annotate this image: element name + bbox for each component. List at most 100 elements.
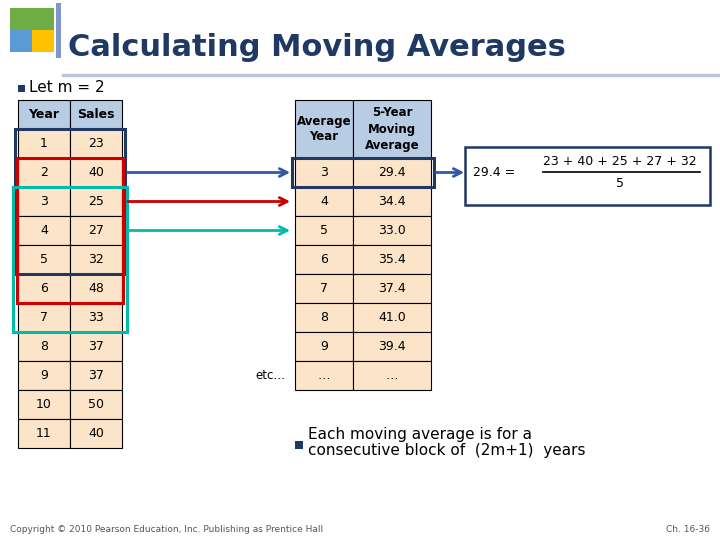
Text: 39.4: 39.4 bbox=[378, 340, 406, 353]
Text: 3: 3 bbox=[320, 166, 328, 179]
Bar bbox=[70, 129, 122, 158]
Bar bbox=[18, 158, 70, 187]
Text: Ch. 16-36: Ch. 16-36 bbox=[666, 525, 710, 534]
Text: 37: 37 bbox=[88, 369, 104, 382]
Text: 35.4: 35.4 bbox=[378, 253, 406, 266]
Text: 7: 7 bbox=[320, 282, 328, 295]
Bar bbox=[353, 245, 431, 274]
Text: 4: 4 bbox=[40, 224, 48, 237]
Text: 10: 10 bbox=[36, 398, 52, 411]
Bar bbox=[353, 158, 431, 187]
Bar bbox=[56, 3, 61, 58]
Text: Copyright © 2010 Pearson Education, Inc. Publishing as Prentice Hall: Copyright © 2010 Pearson Education, Inc.… bbox=[10, 525, 323, 534]
Text: 37.4: 37.4 bbox=[378, 282, 406, 295]
Text: 23: 23 bbox=[88, 137, 104, 150]
Text: Each moving average is for a: Each moving average is for a bbox=[308, 427, 532, 442]
Text: 50: 50 bbox=[88, 398, 104, 411]
Bar bbox=[353, 332, 431, 361]
Bar bbox=[353, 187, 431, 216]
Bar bbox=[292, 158, 434, 187]
Bar bbox=[70, 245, 122, 274]
Bar bbox=[70, 419, 122, 448]
Bar bbox=[15, 129, 125, 274]
Bar bbox=[295, 303, 353, 332]
Text: 33.0: 33.0 bbox=[378, 224, 406, 237]
Bar bbox=[295, 187, 353, 216]
Text: Sales: Sales bbox=[77, 108, 114, 121]
Bar bbox=[70, 390, 122, 419]
Text: 5: 5 bbox=[40, 253, 48, 266]
Text: Let m = 2: Let m = 2 bbox=[29, 80, 104, 96]
Text: 8: 8 bbox=[40, 340, 48, 353]
Text: 5-Year
Moving
Average: 5-Year Moving Average bbox=[365, 106, 419, 152]
Text: consecutive block of  (2m+1)  years: consecutive block of (2m+1) years bbox=[308, 442, 585, 457]
Bar bbox=[70, 303, 122, 332]
Bar bbox=[353, 274, 431, 303]
Text: 7: 7 bbox=[40, 311, 48, 324]
Bar bbox=[18, 129, 70, 158]
Bar bbox=[295, 332, 353, 361]
Bar bbox=[353, 303, 431, 332]
Text: 27: 27 bbox=[88, 224, 104, 237]
Bar bbox=[295, 441, 303, 449]
Bar bbox=[295, 158, 353, 187]
Bar bbox=[70, 216, 122, 245]
Text: 4: 4 bbox=[320, 195, 328, 208]
Text: 33: 33 bbox=[88, 311, 104, 324]
Bar bbox=[32, 8, 54, 30]
Bar bbox=[295, 100, 353, 158]
Bar bbox=[18, 390, 70, 419]
Text: 5: 5 bbox=[320, 224, 328, 237]
Bar bbox=[295, 274, 353, 303]
Bar bbox=[295, 361, 353, 390]
Bar bbox=[465, 146, 710, 205]
Bar bbox=[295, 216, 353, 245]
Bar bbox=[70, 187, 122, 216]
Text: 32: 32 bbox=[88, 253, 104, 266]
Bar bbox=[295, 245, 353, 274]
Text: …: … bbox=[386, 369, 398, 382]
Bar bbox=[32, 30, 54, 52]
Bar bbox=[70, 332, 122, 361]
Text: 29.4 =: 29.4 = bbox=[473, 166, 516, 179]
Text: 5: 5 bbox=[616, 177, 624, 190]
Text: Average
Year: Average Year bbox=[297, 114, 351, 144]
Text: 6: 6 bbox=[320, 253, 328, 266]
Text: 8: 8 bbox=[320, 311, 328, 324]
Bar bbox=[18, 274, 70, 303]
Bar bbox=[18, 187, 70, 216]
Text: Year: Year bbox=[29, 108, 60, 121]
Bar bbox=[18, 216, 70, 245]
Text: 40: 40 bbox=[88, 427, 104, 440]
Text: 3: 3 bbox=[40, 195, 48, 208]
Bar bbox=[18, 332, 70, 361]
Text: etc…: etc… bbox=[255, 369, 285, 382]
Bar bbox=[353, 361, 431, 390]
Text: …: … bbox=[318, 369, 330, 382]
Bar bbox=[18, 303, 70, 332]
Text: 9: 9 bbox=[40, 369, 48, 382]
Bar bbox=[18, 419, 70, 448]
Text: 6: 6 bbox=[40, 282, 48, 295]
Bar bbox=[70, 274, 122, 303]
Text: 9: 9 bbox=[320, 340, 328, 353]
Text: 2: 2 bbox=[40, 166, 48, 179]
Text: 37: 37 bbox=[88, 340, 104, 353]
Bar bbox=[18, 361, 70, 390]
Bar bbox=[18, 245, 70, 274]
Text: 25: 25 bbox=[88, 195, 104, 208]
Text: 48: 48 bbox=[88, 282, 104, 295]
Text: 1: 1 bbox=[40, 137, 48, 150]
Text: 23 + 40 + 25 + 27 + 32: 23 + 40 + 25 + 27 + 32 bbox=[543, 155, 697, 168]
Bar bbox=[13, 187, 127, 332]
Text: Calculating Moving Averages: Calculating Moving Averages bbox=[68, 33, 566, 63]
Text: 40: 40 bbox=[88, 166, 104, 179]
Bar bbox=[10, 30, 32, 52]
Bar bbox=[70, 361, 122, 390]
Bar bbox=[70, 158, 122, 187]
Text: 29.4: 29.4 bbox=[378, 166, 406, 179]
Bar bbox=[353, 216, 431, 245]
Bar bbox=[18, 85, 25, 92]
Text: 34.4: 34.4 bbox=[378, 195, 406, 208]
Bar bbox=[353, 100, 431, 158]
